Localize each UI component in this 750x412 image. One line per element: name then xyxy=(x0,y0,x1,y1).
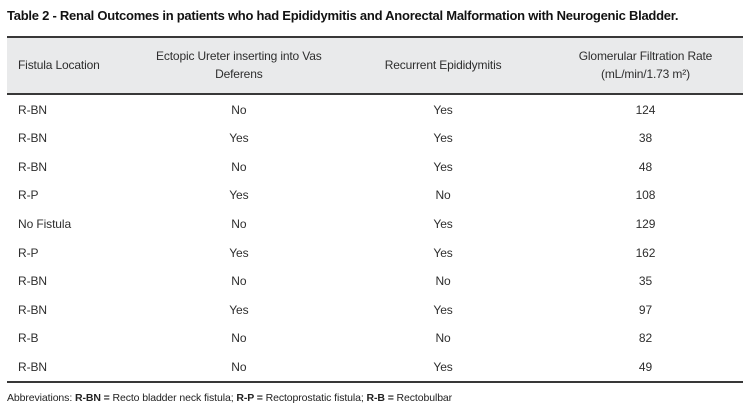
table-cell: 162 xyxy=(635,245,656,260)
table-row: R-BN Yes Yes 97 xyxy=(7,295,743,324)
table-cell: 124 xyxy=(635,102,656,117)
table-row: R-P Yes Yes 162 xyxy=(7,238,743,267)
table-cell: R-P xyxy=(18,188,39,203)
table-cell: 38 xyxy=(638,131,653,146)
table-cell: Yes xyxy=(229,302,249,317)
table-row: R-BN No Yes 48 xyxy=(7,152,743,181)
table-cell: 48 xyxy=(638,159,653,174)
footnote-prefix: Abbreviations: xyxy=(7,392,75,405)
table-cell: No xyxy=(435,331,451,346)
table-cell: Yes xyxy=(433,159,453,174)
table-row: R-BN No Yes 124 xyxy=(7,94,743,124)
abbreviation-term-rp: R-P = xyxy=(236,392,266,405)
table-row: R-P Yes No 108 xyxy=(7,181,743,210)
table-cell: Yes xyxy=(433,216,453,231)
table-cell: No Fistula xyxy=(18,216,72,231)
table-cell: R-BN xyxy=(18,359,47,374)
table-cell: Yes xyxy=(229,188,249,203)
table-row: R-BN No No 35 xyxy=(7,267,743,296)
table-cell: No xyxy=(231,331,247,346)
table-cell: No xyxy=(435,274,451,289)
column-header-fistula-location: Fistula Location xyxy=(18,58,100,73)
column-header-ectopic-ureter: Ectopic Ureter inserting into Vas Defere… xyxy=(156,49,322,81)
abbreviation-term-rbn: R-BN = xyxy=(74,392,113,405)
table-header: Fistula Location Ectopic Ureter insertin… xyxy=(7,37,743,95)
table-cell: 49 xyxy=(638,359,653,374)
table-cell: 97 xyxy=(638,302,653,317)
table-cell: 129 xyxy=(635,216,656,231)
table-cell: No xyxy=(231,274,247,289)
table-title: Table 2 - Renal Outcomes in patients who… xyxy=(7,8,679,23)
table-cell: R-BN xyxy=(18,274,47,289)
table-cell: No xyxy=(231,159,247,174)
table-row: No Fistula No Yes 129 xyxy=(7,210,743,239)
table-cell: Yes xyxy=(229,131,249,146)
column-header-glomerular-filtration-rate: Glomerular Filtration Rate (mL/min/1.73 … xyxy=(578,49,713,81)
table-cell: Yes xyxy=(433,245,453,260)
table-cell: Yes xyxy=(433,102,453,117)
table-row: R-BN No Yes 49 xyxy=(7,353,743,383)
column-header-recurrent-epididymitis: Recurrent Epididymitis xyxy=(384,58,502,73)
table-cell: Yes xyxy=(433,359,453,374)
table-cell: R-BN xyxy=(18,159,47,174)
table-cell: 35 xyxy=(638,274,653,289)
table-cell: 82 xyxy=(638,331,653,346)
table-header-row: Fistula Location Ectopic Ureter insertin… xyxy=(7,37,743,95)
abbreviation-definition-rbn: Recto bladder neck fistula; xyxy=(112,392,237,405)
table-cell: No xyxy=(231,216,247,231)
table-cell: R-BN xyxy=(18,102,47,117)
table-cell: No xyxy=(435,188,451,203)
renal-outcomes-table: Fistula Location Ectopic Ureter insertin… xyxy=(7,36,743,384)
abbreviation-definition-rb: Rectobulbar xyxy=(396,392,453,405)
table-cell: R-P xyxy=(18,245,39,260)
table-cell: R-B xyxy=(18,331,39,346)
abbreviation-term-rb: R-B = xyxy=(366,392,397,405)
table-body: R-BN No Yes 124 R-BN Yes Yes 38 R-BN No Yes 48 R-P Ye… xyxy=(7,94,743,382)
table-cell: 108 xyxy=(635,188,656,203)
table-cell: R-BN xyxy=(18,302,47,317)
table-cell: Yes xyxy=(433,131,453,146)
table-cell: No xyxy=(231,102,247,117)
table-row: R-B No No 82 xyxy=(7,324,743,353)
abbreviations-footnote: Abbreviations: R-BN = Recto bladder neck… xyxy=(7,392,743,406)
table-cell: Yes xyxy=(433,302,453,317)
abbreviation-definition-rp: Rectoprostatic fistula; xyxy=(265,392,367,405)
table-cell: No xyxy=(231,359,247,374)
table-cell: R-BN xyxy=(18,131,47,146)
table-cell: Yes xyxy=(229,245,249,260)
table-row: R-BN Yes Yes 38 xyxy=(7,124,743,153)
